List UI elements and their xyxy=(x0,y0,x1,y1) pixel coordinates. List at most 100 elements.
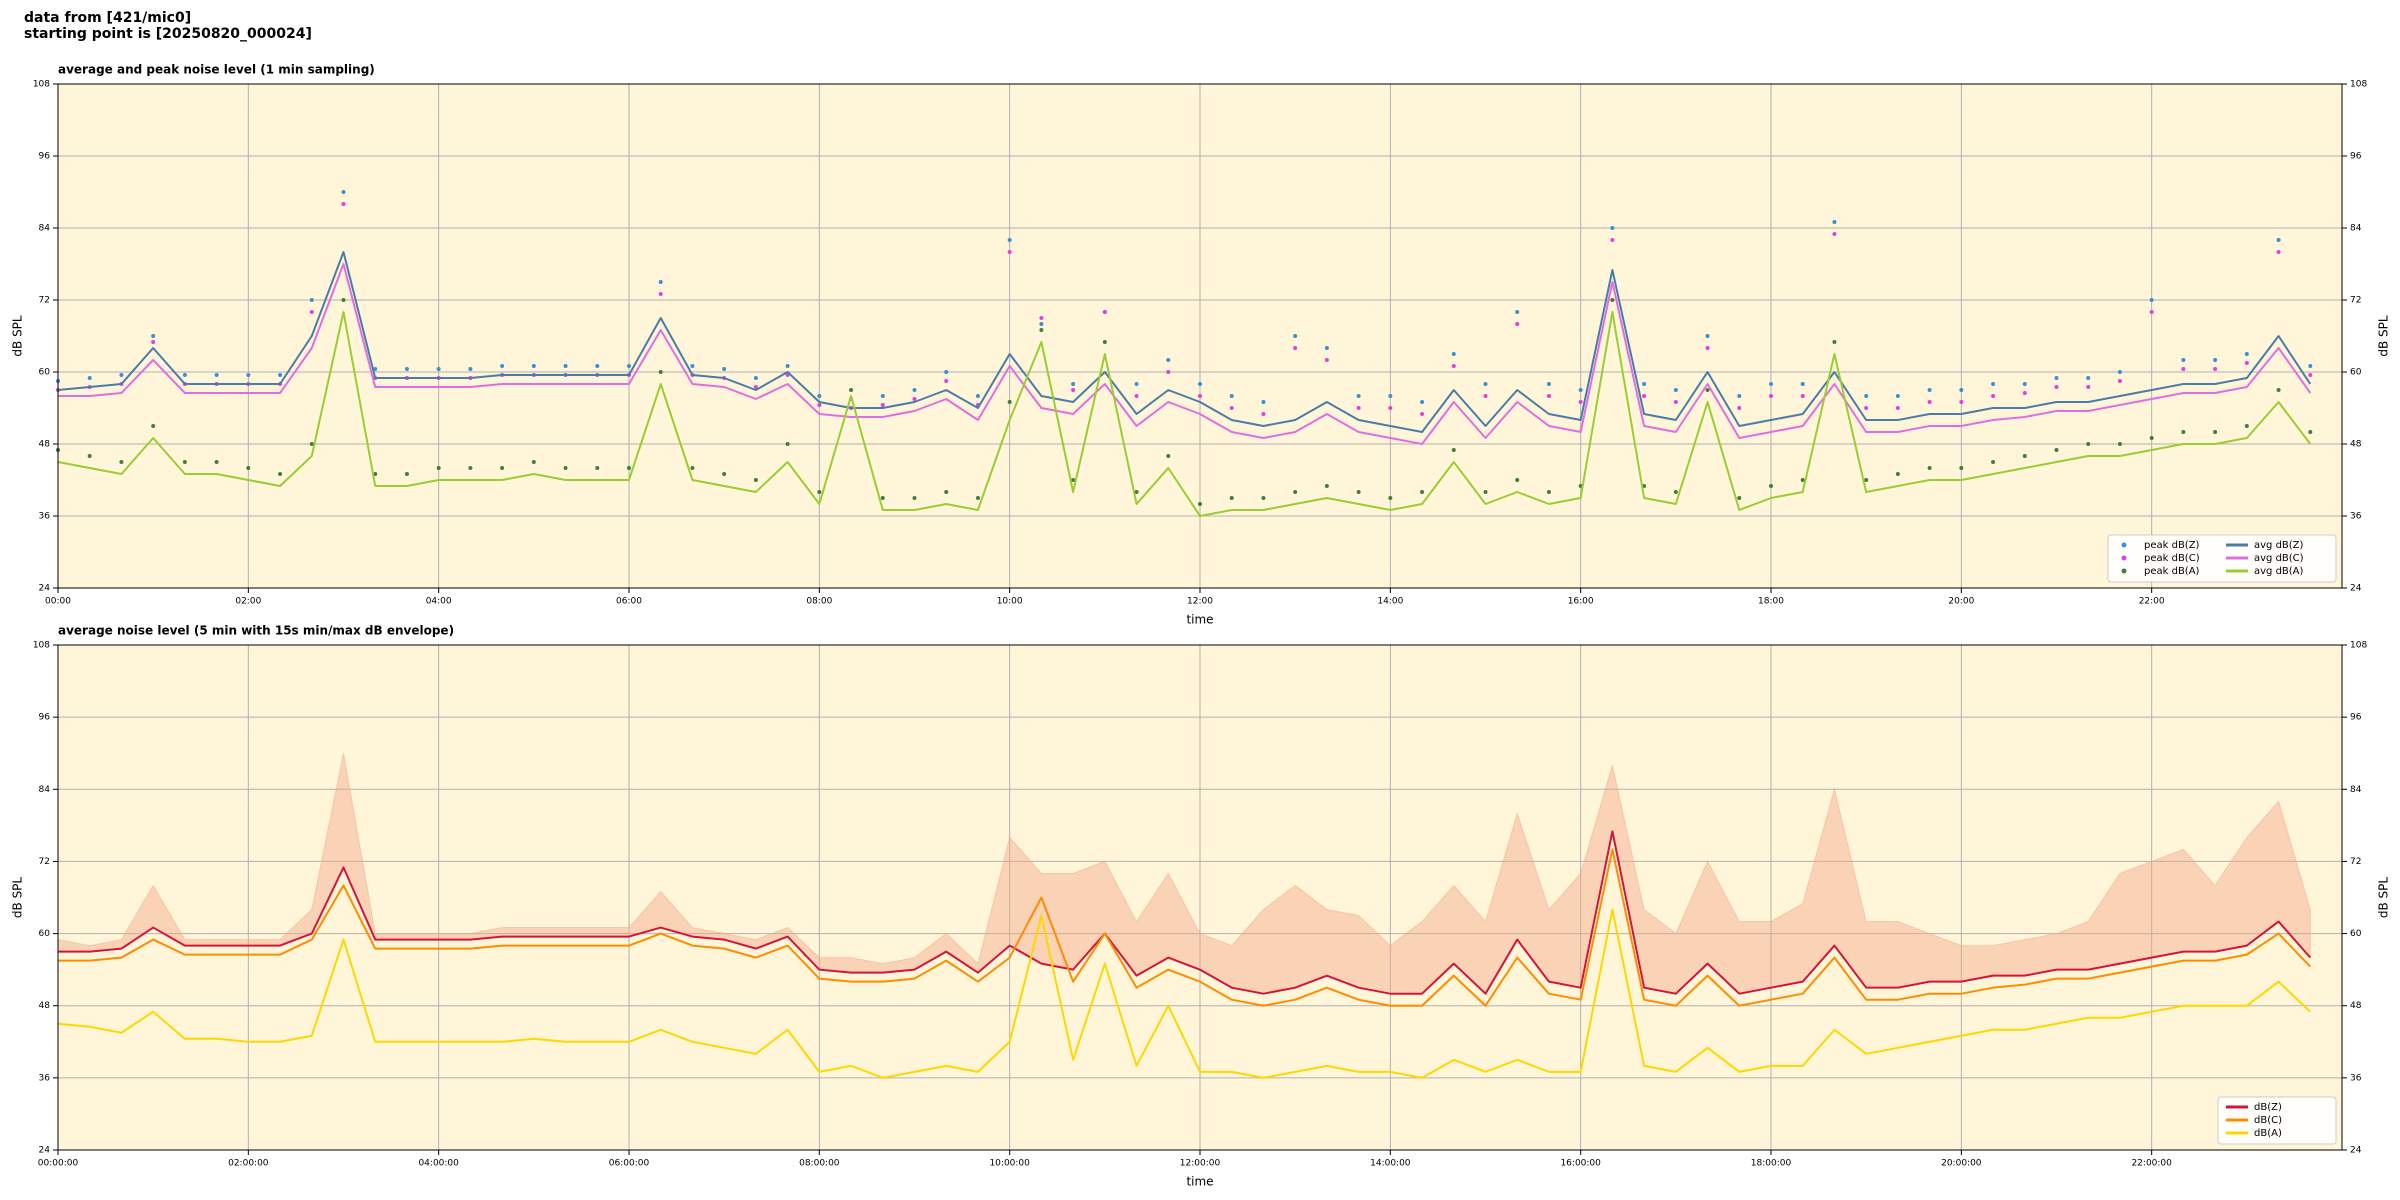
peak-dot xyxy=(627,466,631,470)
peak-dot xyxy=(817,394,822,398)
peak-dot xyxy=(1737,406,1742,410)
peak-dot xyxy=(151,424,156,428)
peak-dot xyxy=(1546,394,1551,398)
peak-dot xyxy=(468,466,473,470)
peak-dot xyxy=(1832,220,1837,224)
peak-dot xyxy=(563,466,568,470)
peak-dot xyxy=(785,442,790,446)
peak-dot xyxy=(1673,388,1678,392)
peak-dot xyxy=(722,472,727,476)
peak-dot xyxy=(214,373,219,377)
y-tick-label: 24 xyxy=(2350,1146,2362,1156)
peak-dot xyxy=(1388,394,1393,398)
data-line xyxy=(58,848,2312,1007)
peak-dot xyxy=(1895,406,1900,410)
x-tick-label: 16:00:00 xyxy=(1560,1159,1601,1169)
peak-dot xyxy=(1864,478,1869,482)
peak-dot xyxy=(1927,388,1932,392)
peak-dot xyxy=(1324,358,1329,362)
peak-dot xyxy=(1261,496,1266,500)
peak-dot xyxy=(1102,340,1107,344)
peak-dot xyxy=(944,490,949,494)
peak-dot xyxy=(722,367,727,371)
peak-dot xyxy=(1515,310,1520,314)
peak-dot xyxy=(309,442,314,446)
x-tick-label: 14:00:00 xyxy=(1370,1159,1411,1169)
x-tick-label: 12:00 xyxy=(1187,597,1213,607)
figure-title: data from [421/mic0] xyxy=(24,10,191,26)
peak-dot xyxy=(182,373,187,377)
y-tick-label: 36 xyxy=(39,512,51,522)
peak-dot xyxy=(753,385,758,389)
legend-label: dB(C) xyxy=(2254,1115,2282,1126)
peak-dot xyxy=(880,496,885,500)
peak-dot xyxy=(1229,394,1234,398)
x-tick-label: 08:00 xyxy=(806,597,832,607)
peak-dot xyxy=(1261,412,1266,416)
y-tick-label: 84 xyxy=(39,224,51,234)
peak-dot xyxy=(2086,442,2091,446)
peak-dot xyxy=(1578,400,1583,404)
peak-dot xyxy=(1293,334,1298,338)
peak-dot xyxy=(1769,484,1773,488)
peak-dot xyxy=(785,364,790,368)
y-tick-label: 72 xyxy=(39,857,50,867)
chart-title: average and peak noise level (1 min samp… xyxy=(58,63,375,77)
peak-dot xyxy=(1546,382,1551,386)
peak-dot xyxy=(658,292,663,296)
peak-dot xyxy=(2022,454,2027,458)
peak-dot xyxy=(1769,382,1773,386)
x-tick-label: 04:00:00 xyxy=(418,1159,459,1169)
peak-dot xyxy=(1388,496,1393,500)
peak-dot xyxy=(1864,394,1869,398)
peak-dot xyxy=(1356,490,1361,494)
y-tick-label: 108 xyxy=(2350,80,2367,90)
peak-dot xyxy=(1356,406,1361,410)
peak-dot xyxy=(753,478,758,482)
peak-dot xyxy=(2181,367,2186,371)
y-tick-label: 72 xyxy=(2350,857,2361,867)
x-tick-label: 04:00 xyxy=(426,597,452,607)
peak-dot xyxy=(2054,448,2059,452)
peak-dot xyxy=(246,373,251,377)
peak-dot xyxy=(912,496,917,500)
peak-dot xyxy=(1832,232,1837,236)
peak-dot xyxy=(1293,490,1298,494)
peak-dot xyxy=(1007,250,1012,254)
peak-dot xyxy=(1959,466,1964,470)
y-axis-label: dB SPL xyxy=(2377,315,2391,357)
peak-dot xyxy=(436,466,441,470)
peak-dot xyxy=(1959,388,1964,392)
peak-dot xyxy=(1610,238,1615,242)
x-tick-label: 18:00 xyxy=(1758,597,1784,607)
peak-dot xyxy=(1293,346,1298,350)
peak-dot xyxy=(119,460,124,464)
peak-dot xyxy=(278,373,283,377)
peak-dot xyxy=(531,364,536,368)
peak-dot xyxy=(1166,370,1171,374)
peak-dot xyxy=(309,310,314,314)
peak-dot xyxy=(595,364,600,368)
peak-dot xyxy=(1673,400,1678,404)
peak-dot xyxy=(1229,496,1234,500)
peak-dot xyxy=(595,466,600,470)
peak-dot xyxy=(436,367,441,371)
peak-dot xyxy=(1324,346,1329,350)
y-tick-label: 48 xyxy=(2350,440,2362,450)
data-line xyxy=(57,251,2312,433)
peak-dot xyxy=(1991,382,1996,386)
peak-dot xyxy=(1705,334,1710,338)
peak-dot xyxy=(1737,394,1742,398)
peak-dot xyxy=(1102,310,1107,314)
y-tick-label: 60 xyxy=(2350,929,2362,939)
peak-dot xyxy=(1705,346,1710,350)
legend-label: peak dB(Z) xyxy=(2144,540,2200,551)
peak-dot xyxy=(151,340,156,344)
peak-dot xyxy=(2213,430,2218,434)
peak-dot xyxy=(2244,352,2249,356)
peak-dot xyxy=(1451,448,1456,452)
peak-dot xyxy=(1991,460,1996,464)
y-tick-label: 108 xyxy=(33,641,50,651)
data-line xyxy=(58,830,2312,995)
peak-dot xyxy=(1166,454,1171,458)
